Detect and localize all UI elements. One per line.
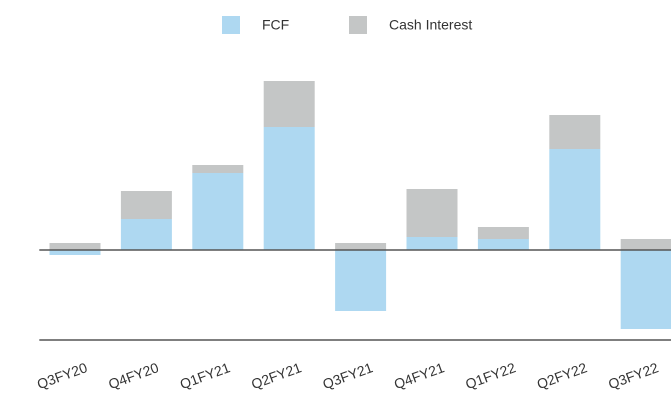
bar-segment	[549, 115, 601, 149]
bar-segment	[477, 239, 529, 250]
bar-segment	[192, 165, 244, 173]
bar-segment	[120, 219, 172, 250]
x-tick-label: Q4FY21	[392, 359, 447, 392]
bar-segment	[620, 239, 671, 250]
bar-segment	[477, 227, 529, 239]
bar-segment	[49, 250, 101, 255]
x-tick-label: Q4FY20	[106, 359, 161, 392]
bar-segment	[192, 173, 244, 250]
x-tick-label: Q3FY20	[35, 359, 90, 392]
legend-swatch	[349, 16, 367, 34]
legend-label: Cash Interest	[389, 17, 472, 33]
legend-swatch	[222, 16, 240, 34]
legend-label: FCF	[262, 17, 289, 33]
bar-segment	[549, 149, 601, 250]
x-tick-label: Q1FY22	[463, 359, 518, 392]
bar-segment	[406, 189, 458, 237]
bar-segment	[263, 127, 315, 250]
x-tick-label: Q1FY21	[178, 359, 233, 392]
bar-segment	[120, 191, 172, 219]
bar-segment	[406, 237, 458, 250]
x-tick-label: Q3FY22	[606, 359, 661, 392]
bar-segment	[49, 243, 101, 250]
x-tick-label: Q3FY21	[320, 359, 375, 392]
bar-segment	[620, 250, 671, 329]
x-tick-label: Q2FY21	[249, 359, 304, 392]
bar-segment	[335, 243, 387, 250]
bar-segment	[335, 250, 387, 311]
x-tick-label: Q2FY22	[535, 359, 590, 392]
bar-segment	[263, 81, 315, 127]
